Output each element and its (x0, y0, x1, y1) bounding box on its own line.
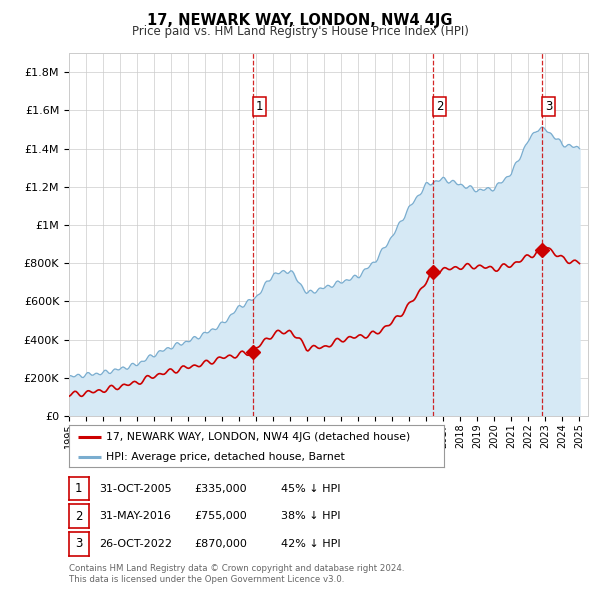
Text: £755,000: £755,000 (194, 512, 247, 521)
Text: 3: 3 (545, 100, 553, 113)
Text: Price paid vs. HM Land Registry's House Price Index (HPI): Price paid vs. HM Land Registry's House … (131, 25, 469, 38)
Text: 45% ↓ HPI: 45% ↓ HPI (281, 484, 340, 493)
Text: 38% ↓ HPI: 38% ↓ HPI (281, 512, 340, 521)
Text: Contains HM Land Registry data © Crown copyright and database right 2024.: Contains HM Land Registry data © Crown c… (69, 565, 404, 573)
Text: 1: 1 (75, 482, 83, 495)
Text: 2: 2 (75, 510, 83, 523)
Text: 31-MAY-2016: 31-MAY-2016 (100, 512, 172, 521)
Text: 1: 1 (256, 100, 263, 113)
Text: 26-OCT-2022: 26-OCT-2022 (100, 539, 173, 549)
Text: 3: 3 (75, 537, 83, 550)
Text: £335,000: £335,000 (194, 484, 247, 493)
Text: 2: 2 (436, 100, 443, 113)
Text: 17, NEWARK WAY, LONDON, NW4 4JG: 17, NEWARK WAY, LONDON, NW4 4JG (147, 13, 453, 28)
Text: HPI: Average price, detached house, Barnet: HPI: Average price, detached house, Barn… (107, 452, 345, 461)
Text: £870,000: £870,000 (194, 539, 247, 549)
Text: This data is licensed under the Open Government Licence v3.0.: This data is licensed under the Open Gov… (69, 575, 344, 584)
Text: 31-OCT-2005: 31-OCT-2005 (100, 484, 172, 493)
Text: 42% ↓ HPI: 42% ↓ HPI (281, 539, 340, 549)
Text: 17, NEWARK WAY, LONDON, NW4 4JG (detached house): 17, NEWARK WAY, LONDON, NW4 4JG (detache… (107, 432, 411, 442)
